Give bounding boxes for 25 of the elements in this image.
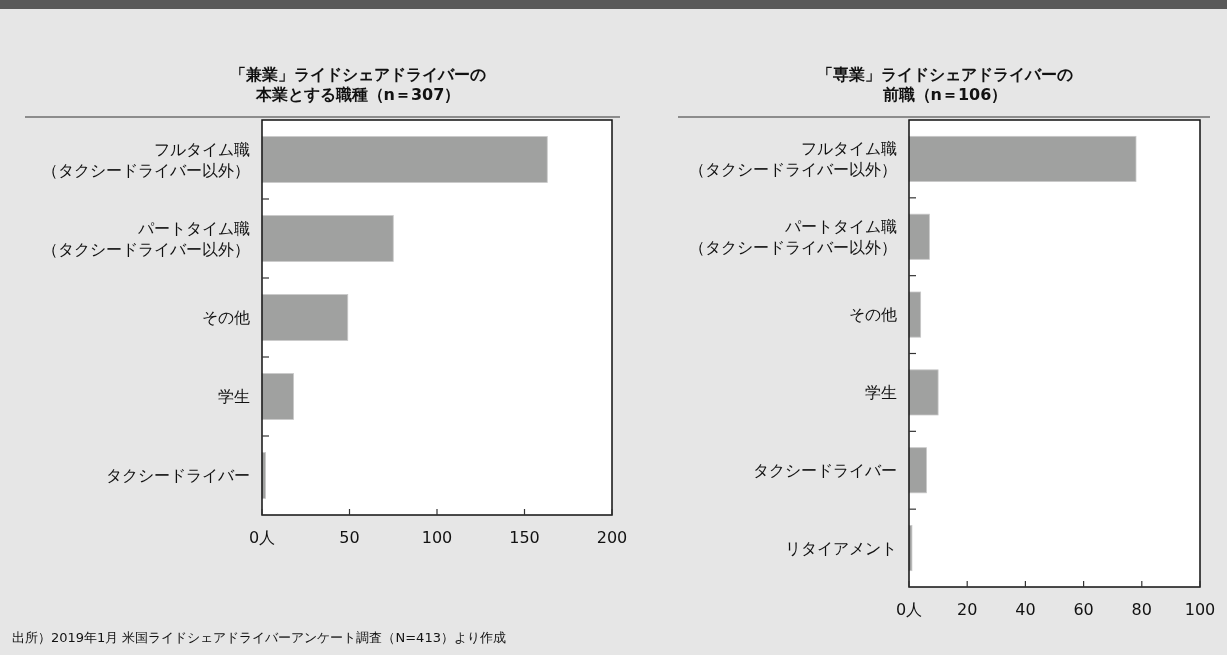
x-tick-label: 150 xyxy=(509,528,540,547)
x-tick-label: 60 xyxy=(1073,600,1094,619)
text: 出所）2019年1月 米国ライドシェアドライバーアンケート調査（N=413）より作成 xyxy=(12,630,506,645)
y-tick-label: フルタイム職（タクシードライバー以外） xyxy=(42,139,250,180)
y-tick-label: その他 xyxy=(849,305,897,325)
y-tick-label: パートタイム職（タクシードライバー以外） xyxy=(689,216,897,257)
chart-title: 「兼業」ライドシェアドライバーの本業とする職種（n＝307） xyxy=(230,65,486,104)
y-tick-label: タクシードライバー xyxy=(753,460,897,480)
x-tick-label: 100 xyxy=(1184,600,1216,619)
y-tick-label: タクシードライバー xyxy=(106,466,250,486)
x-tick-label: 80 xyxy=(1131,600,1152,619)
y-tick-label: リタイアメント xyxy=(785,538,897,558)
x-tick-label: 50 xyxy=(339,528,360,547)
x-tick-label: 0人 xyxy=(248,528,276,547)
y-tick-label: パートタイム職（タクシードライバー以外） xyxy=(42,218,250,259)
y-tick-label: 学生 xyxy=(865,383,897,403)
x-tick-label: 0人 xyxy=(895,600,923,619)
chart-title: 「専業」ライドシェアドライバーの前職（n＝106） xyxy=(817,65,1073,104)
y-tick-label: 学生 xyxy=(218,387,250,407)
y-tick-label: その他 xyxy=(202,308,250,328)
x-tick-label: 40 xyxy=(1015,600,1036,619)
x-tick-label: 100 xyxy=(421,528,453,547)
x-tick-label: 200 xyxy=(596,528,628,547)
y-tick-label: フルタイム職（タクシードライバー以外） xyxy=(689,139,897,180)
x-tick-label: 20 xyxy=(957,600,978,619)
